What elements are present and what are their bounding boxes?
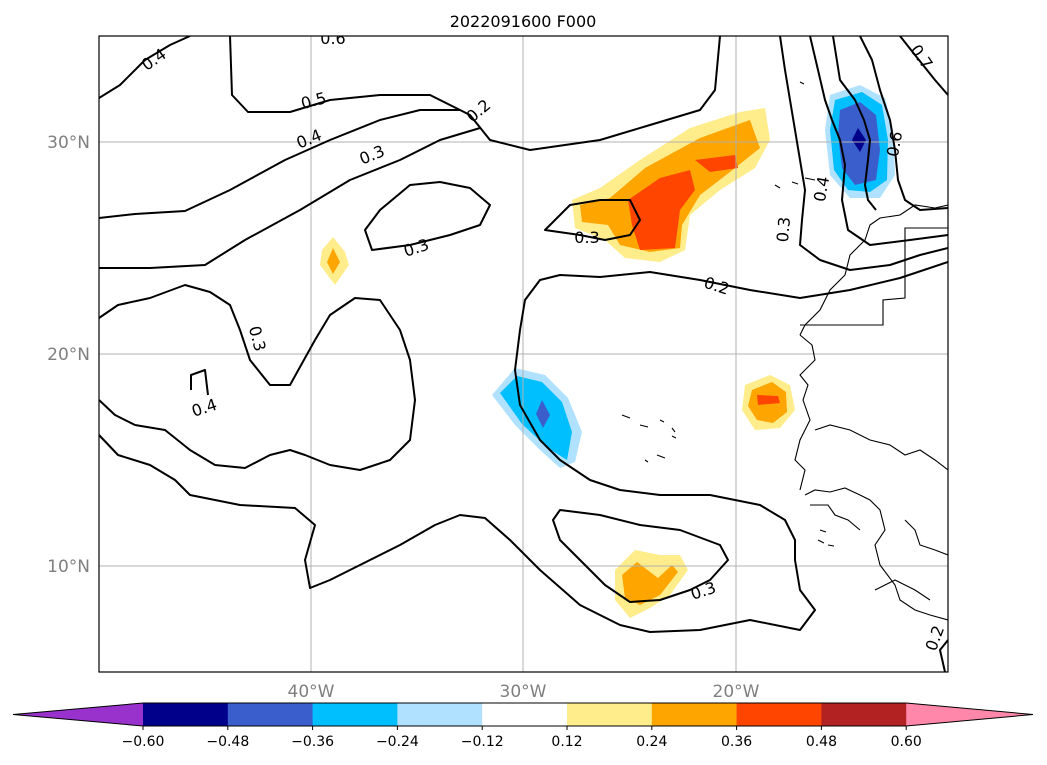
- colorbar-tick-label: −0.60: [122, 734, 165, 750]
- colorbar-extension-max: [906, 703, 1033, 726]
- colorbar-segment: [651, 703, 738, 726]
- colorbar-segment: [567, 703, 653, 726]
- latitude-labels: 30°N 20°N 10°N: [47, 133, 90, 577]
- colorbar-tick-label: 0.12: [551, 734, 582, 750]
- lat-label-10n: 10°N: [47, 557, 90, 577]
- contour-label: 0.6: [883, 130, 906, 158]
- contour-label: 0.4: [810, 175, 833, 203]
- colorbar-segment: [821, 703, 907, 726]
- positive-anomaly-band-core2: [695, 155, 738, 172]
- colorbar-segment: [227, 703, 314, 726]
- positive-anomaly-small-3-inner: [622, 562, 678, 605]
- colorbar-tick-label: −0.24: [376, 734, 419, 750]
- longitude-labels: 40°W 30°W 20°W: [288, 682, 760, 702]
- colorbar-segment: [143, 703, 229, 726]
- colorbar-segment: [482, 703, 568, 726]
- map-area: 0.4 0.6 0.5 0.4 0.3 0.2 0.3 0.3 0.3 0.2 …: [99, 29, 948, 672]
- negative-anomaly-2-core: [852, 128, 866, 152]
- colorbar-segment: [397, 703, 483, 726]
- lon-label-20w: 20°W: [713, 682, 760, 702]
- colorbar-tick-label: 0.24: [636, 734, 667, 750]
- colorbar-segment: [312, 703, 398, 726]
- contour-lines: [99, 36, 948, 672]
- coastlines: [621, 81, 948, 621]
- contour-label: 0.3: [773, 216, 794, 243]
- colorbar-tick-label: 0.60: [891, 734, 922, 750]
- map-frame: [98, 35, 949, 673]
- colorbar-extension-min: [13, 703, 143, 726]
- colorbar-tick-label: 0.48: [806, 734, 837, 750]
- colorbar-tick-label: −0.36: [291, 734, 334, 750]
- lat-label-20n: 20°N: [47, 345, 90, 365]
- negative-anomaly-1-core: [536, 400, 550, 428]
- colorbar: −0.60 −0.48 −0.36 −0.24 −0.12 0.12 0.24 0.36 0.4…: [12, 702, 1034, 750]
- positive-anomaly-small-1-core: [327, 248, 340, 274]
- positive-anomaly-small-2-core: [757, 395, 780, 405]
- positive-anomaly-band-core: [628, 170, 695, 250]
- colorbar-tick-label: 0.36: [721, 734, 752, 750]
- colorbar-tick-label: −0.48: [206, 734, 249, 750]
- gridlines: [99, 36, 948, 672]
- lon-label-30w: 30°W: [500, 682, 547, 702]
- lon-label-40w: 40°W: [288, 682, 335, 702]
- colorbar-tick-label: −0.12: [461, 734, 504, 750]
- contour-label: 0.3: [574, 228, 599, 247]
- map-title: 2022091600 F000: [450, 12, 597, 31]
- lat-label-30n: 30°N: [47, 133, 90, 153]
- colorbar-segment: [736, 703, 822, 726]
- contour-label: 0.6: [320, 29, 345, 48]
